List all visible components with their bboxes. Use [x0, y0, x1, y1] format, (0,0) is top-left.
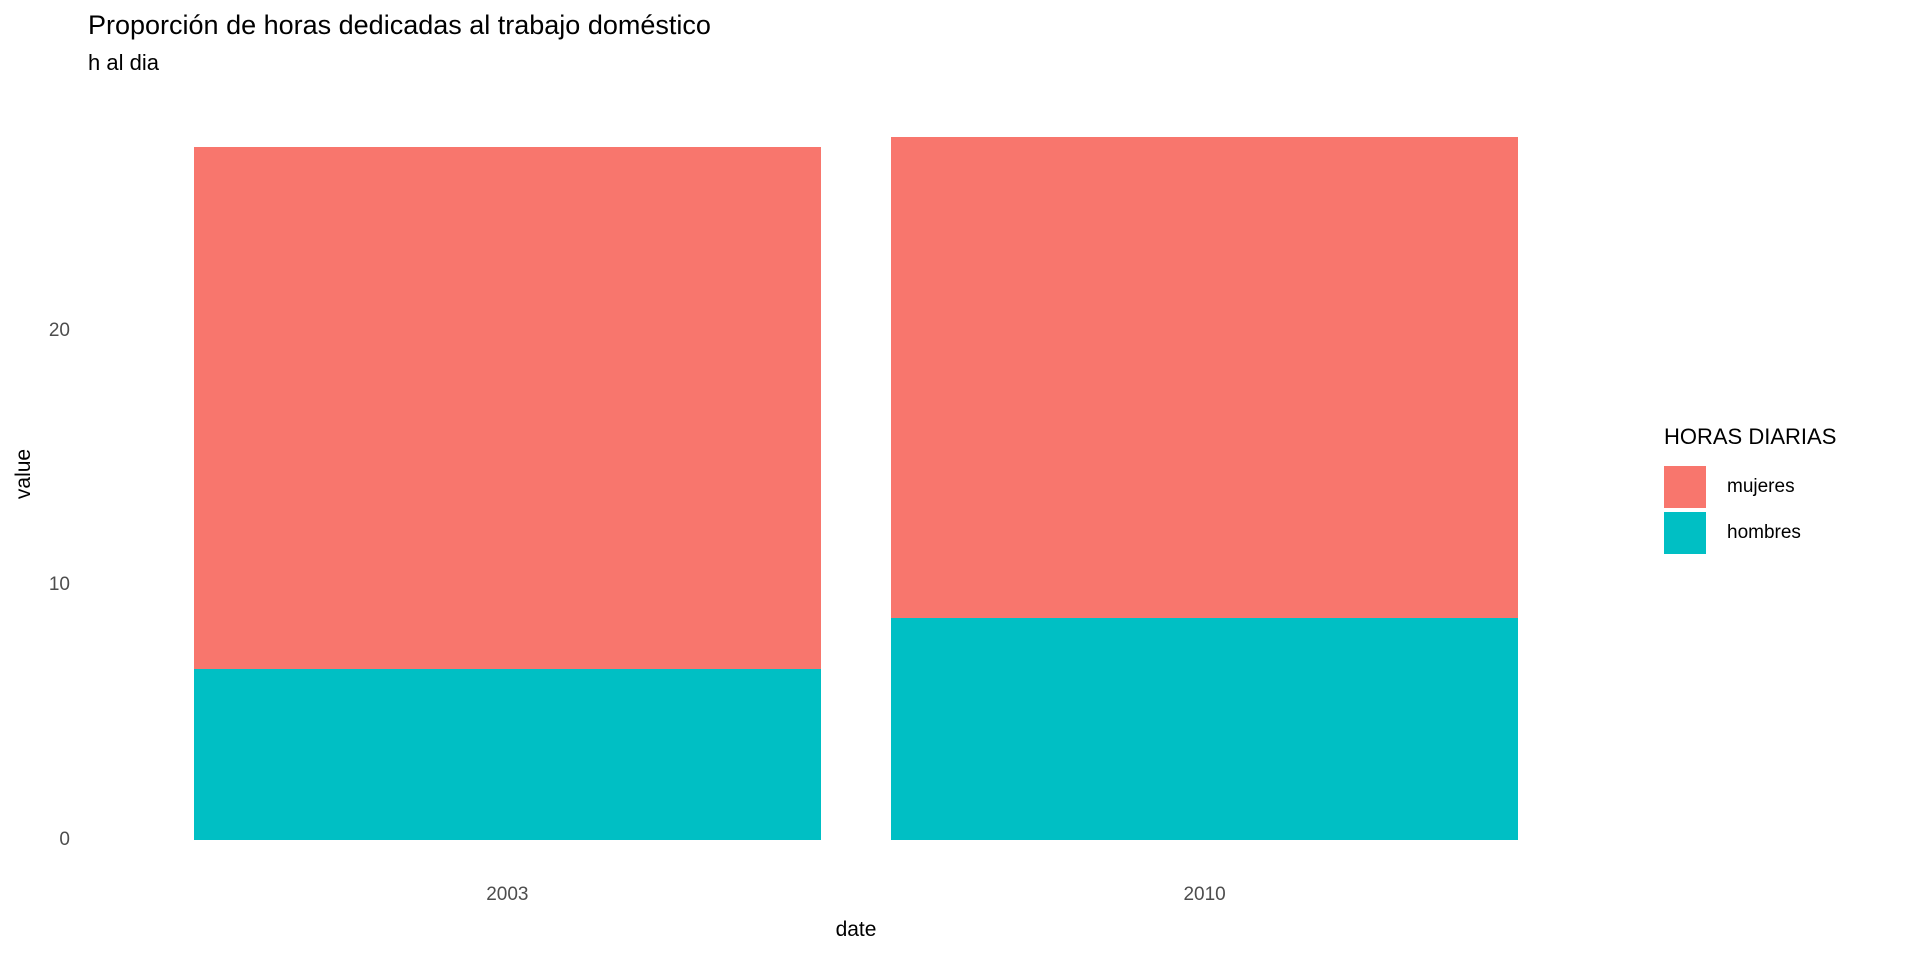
legend-item-mujeres: mujeres: [1664, 466, 1836, 508]
legend-item-hombres: hombres: [1664, 512, 1836, 554]
bar-segment-hombres-2003: [193, 669, 822, 840]
x-tick-label: 2003: [486, 884, 529, 905]
legend-label: mujeres: [1727, 476, 1795, 497]
x-tick-label: 2010: [1183, 884, 1226, 905]
legend: HORAS DIARIAS mujeres hombres: [1664, 424, 1836, 558]
legend-label: hombres: [1727, 522, 1801, 543]
legend-title: HORAS DIARIAS: [1664, 424, 1837, 449]
y-tick-label: 0: [59, 829, 70, 850]
y-axis-title: value: [12, 448, 35, 500]
bar-segment-mujeres-2010: [890, 137, 1519, 619]
y-tick-label: 10: [48, 574, 70, 596]
x-axis-title: date: [835, 918, 877, 941]
legend-items: mujeres hombres: [1664, 466, 1836, 558]
bar-segment-mujeres-2003: [193, 147, 822, 670]
legend-swatch-hombres: [1664, 512, 1706, 554]
chart-title: Proporción de horas dedicadas al trabajo…: [88, 10, 711, 40]
y-tick-label: 20: [48, 319, 70, 341]
legend-swatch-mujeres: [1664, 466, 1706, 508]
bar-segment-hombres-2010: [890, 618, 1519, 840]
chart-subtitle: h al dia: [88, 50, 159, 75]
